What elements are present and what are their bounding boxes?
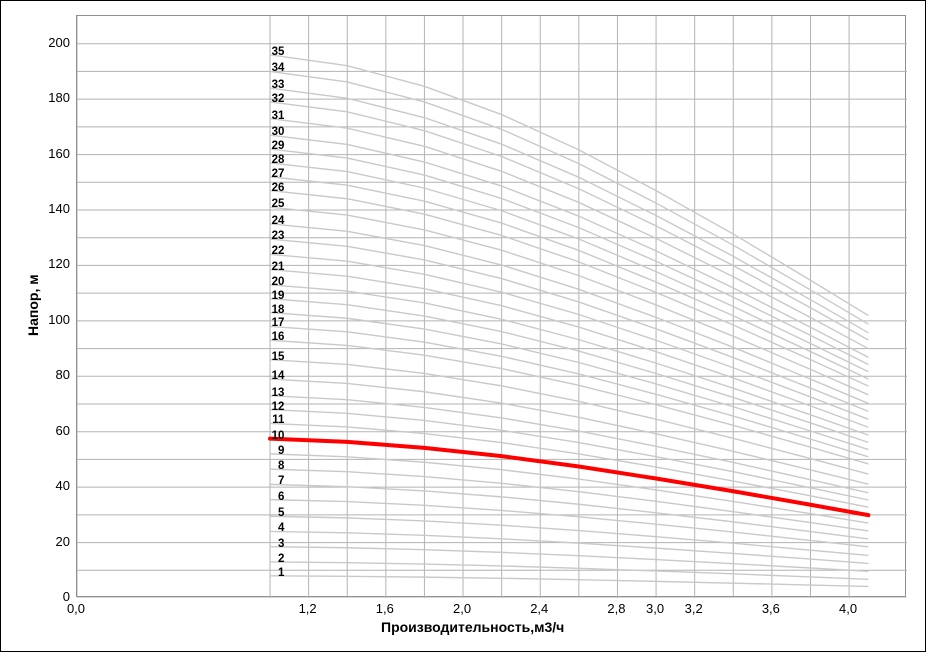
curve-number-label: 22 xyxy=(262,245,284,257)
curve-number-label: 8 xyxy=(262,460,284,472)
y-tick-label: 80 xyxy=(38,367,70,382)
x-tick-label: 2,4 xyxy=(525,601,553,616)
curve-number-label: 3 xyxy=(262,538,284,550)
curve-number-label: 14 xyxy=(262,370,284,382)
curve-number-label: 28 xyxy=(262,154,284,166)
pump-curve xyxy=(270,484,868,539)
y-tick-label: 200 xyxy=(38,35,70,50)
pump-curve xyxy=(270,191,868,387)
curve-number-label: 21 xyxy=(262,261,284,273)
curve-number-label: 18 xyxy=(262,304,284,316)
curve-number-label: 11 xyxy=(262,414,284,426)
pump-curve xyxy=(270,516,868,555)
curve-number-label: 17 xyxy=(262,317,284,329)
y-tick-label: 40 xyxy=(38,478,70,493)
curve-number-label: 32 xyxy=(262,93,284,105)
curve-number-label: 31 xyxy=(262,110,284,122)
curve-number-label: 10 xyxy=(262,430,284,442)
y-tick-label: 180 xyxy=(38,90,70,105)
pump-curve xyxy=(270,88,868,333)
x-tick-label: 3,2 xyxy=(680,601,708,616)
curve-number-label: 30 xyxy=(262,126,284,138)
curve-number-label: 2 xyxy=(262,553,284,565)
curve-number-label: 33 xyxy=(262,79,284,91)
pump-curve xyxy=(270,149,868,365)
pump-curve xyxy=(270,360,868,474)
curve-number-label: 20 xyxy=(262,276,284,288)
curve-number-label: 29 xyxy=(262,140,284,152)
pump-curve xyxy=(270,340,868,464)
curve-number-label: 26 xyxy=(262,182,284,194)
x-tick-label: 4,0 xyxy=(834,601,862,616)
x-tick-label: 3,0 xyxy=(641,601,669,616)
x-axis-label: Производительность,м3/ч xyxy=(381,619,564,635)
x-tick-label: 3,6 xyxy=(757,601,785,616)
curve-number-label: 16 xyxy=(262,331,284,343)
y-tick-label: 120 xyxy=(38,256,70,271)
curve-number-label: 7 xyxy=(262,475,284,487)
curve-number-label: 6 xyxy=(262,491,284,503)
pump-curve xyxy=(270,410,868,500)
plot-area xyxy=(76,15,906,597)
x-tick-label: 2,0 xyxy=(448,601,476,616)
y-tick-label: 20 xyxy=(38,534,70,549)
curve-number-label: 12 xyxy=(262,401,284,413)
curve-number-label: 34 xyxy=(262,62,284,74)
curve-number-label: 24 xyxy=(262,215,284,227)
curve-number-label: 25 xyxy=(262,198,284,210)
y-tick-label: 140 xyxy=(38,201,70,216)
x-tick-label: 2,8 xyxy=(602,601,630,616)
curve-number-label: 9 xyxy=(262,445,284,457)
curve-number-label: 1 xyxy=(262,567,284,579)
curve-number-label: 15 xyxy=(262,351,284,363)
pump-curve xyxy=(270,163,868,372)
y-tick-label: 100 xyxy=(38,312,70,327)
curve-number-label: 23 xyxy=(262,230,284,242)
curve-number-label: 13 xyxy=(262,387,284,399)
pump-curve xyxy=(270,500,868,547)
y-tick-label: 0 xyxy=(38,589,70,604)
x-tick-label: 1,6 xyxy=(371,601,399,616)
x-tick-label: 1,2 xyxy=(294,601,322,616)
y-tick-label: 60 xyxy=(38,423,70,438)
curve-number-label: 19 xyxy=(262,290,284,302)
curve-number-label: 5 xyxy=(262,507,284,519)
pump-curve xyxy=(270,102,868,340)
curve-number-label: 27 xyxy=(262,168,284,180)
chart-frame: Напор, м Производительность,м3/ч 0,01,21… xyxy=(0,0,926,652)
pump-curve xyxy=(270,224,868,404)
y-tick-label: 160 xyxy=(38,146,70,161)
pump-curve xyxy=(270,576,868,587)
curve-number-label: 35 xyxy=(262,46,284,58)
curve-number-label: 4 xyxy=(262,522,284,534)
